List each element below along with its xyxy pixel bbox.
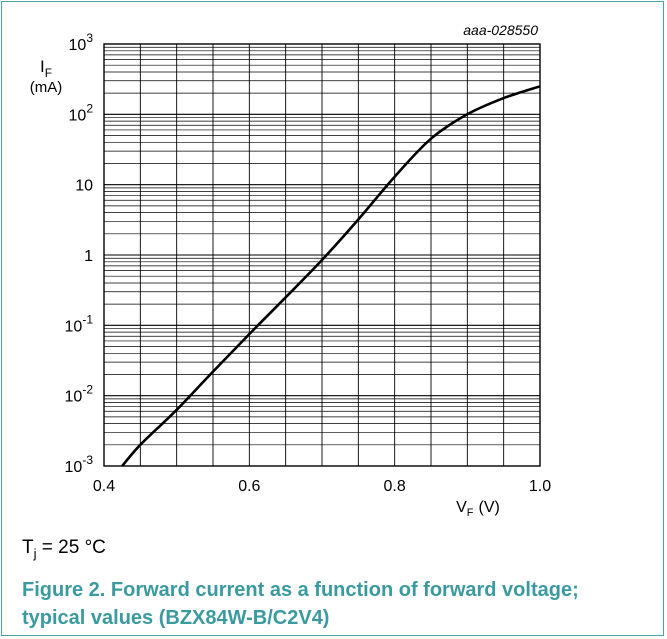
x-tick-label: 0.6 <box>238 478 260 495</box>
y-axis-unit: (mA) <box>30 79 63 96</box>
x-tick-label: 0.4 <box>93 478 115 495</box>
x-axis-label: VF (V) <box>456 499 500 519</box>
chart-grid <box>104 44 540 466</box>
y-tick-label: 10-1 <box>65 312 94 335</box>
y-tick-label: 10 <box>75 178 93 195</box>
y-tick-label: 103 <box>69 31 94 54</box>
y-tick-label: 1 <box>84 248 93 265</box>
figure-caption: Figure 2. Forward current as a function … <box>22 576 622 632</box>
y-tick-label: 102 <box>69 101 94 124</box>
x-tick-label: 1.0 <box>529 478 551 495</box>
temperature-condition: Tj = 25 °C <box>22 537 106 561</box>
figure-id: aaa-028550 <box>463 22 538 38</box>
x-tick-label: 0.8 <box>384 478 406 495</box>
y-tick-label: 10-2 <box>65 383 94 406</box>
y-tick-label: 10-3 <box>65 453 94 476</box>
y-axis-label: IF <box>40 57 52 80</box>
